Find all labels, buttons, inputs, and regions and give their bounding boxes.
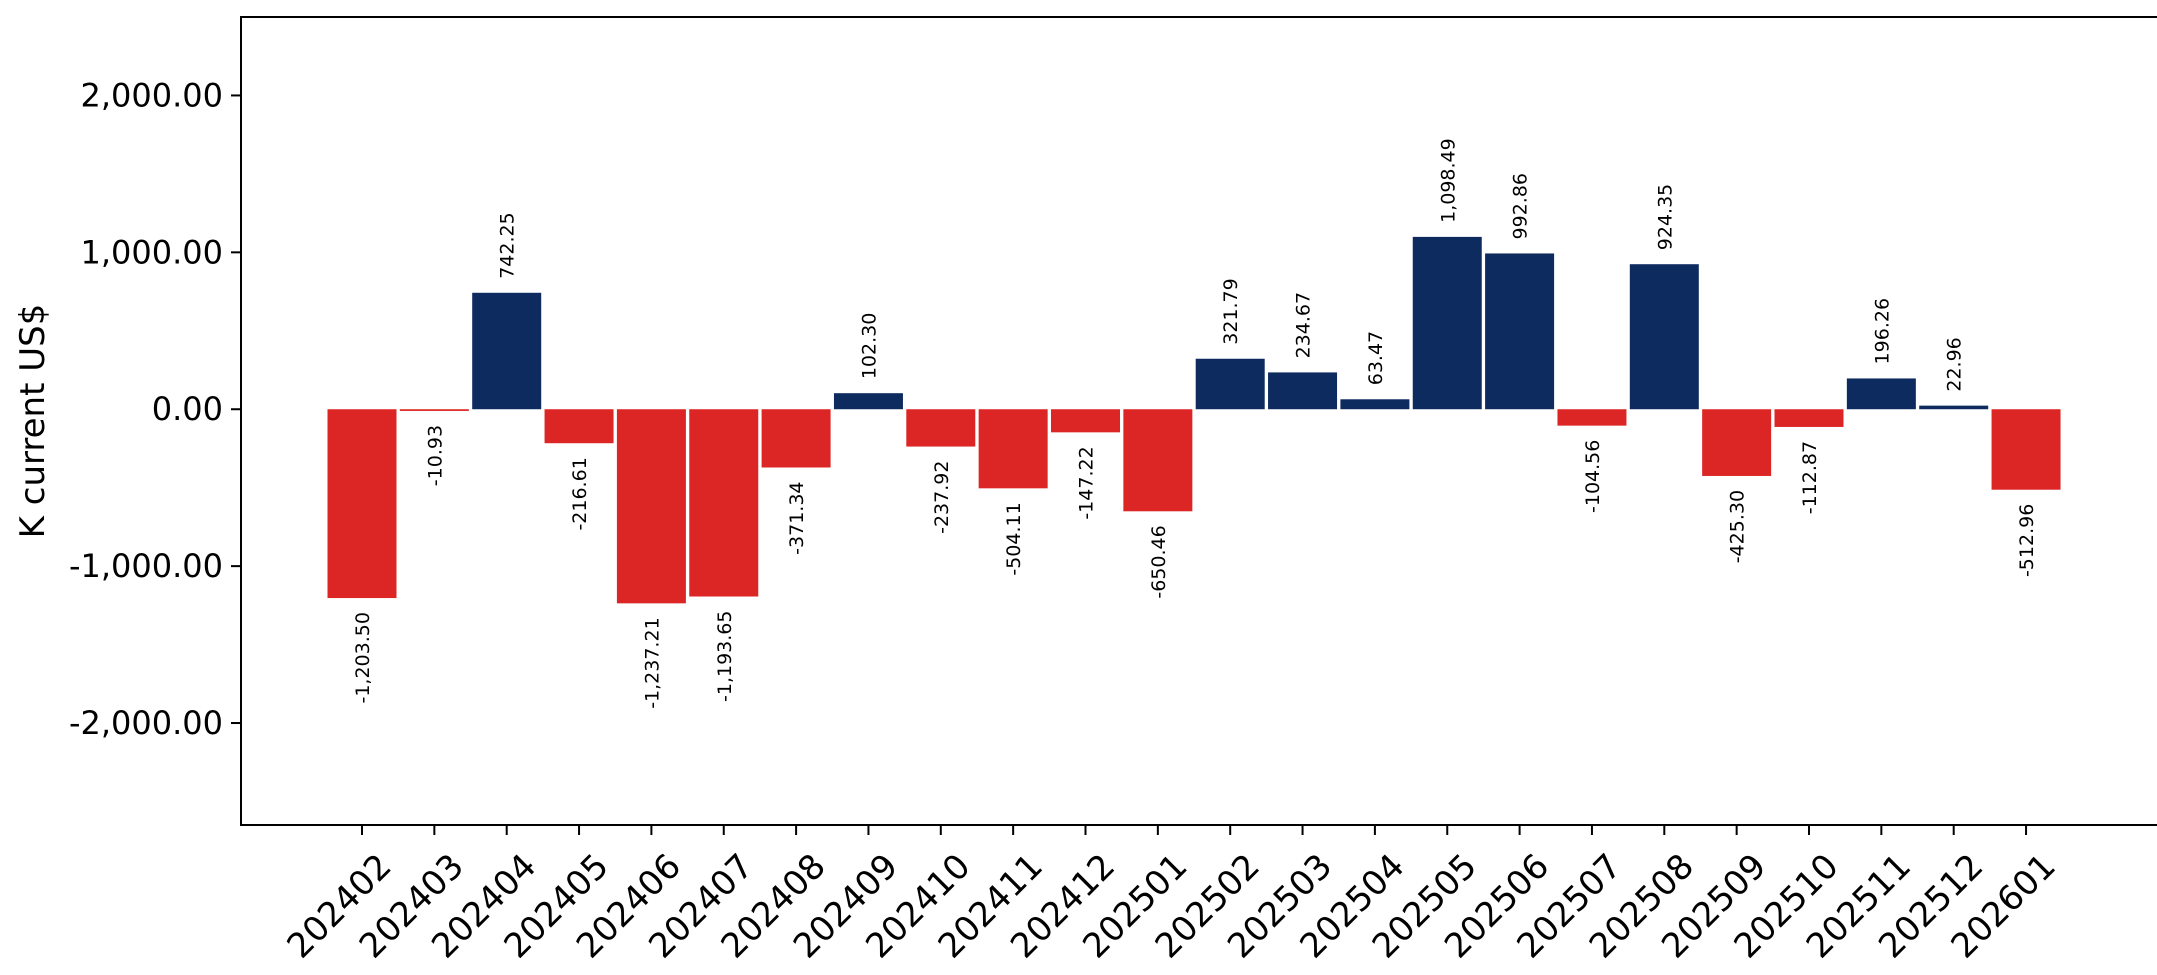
bar-value-label: 63.47 <box>1365 331 1387 385</box>
bar-value-label: -650.46 <box>1148 525 1170 598</box>
bar <box>1702 409 1772 476</box>
bar <box>1412 236 1482 410</box>
bar <box>1991 409 2061 490</box>
bar-value-label: -216.61 <box>569 457 591 530</box>
bar <box>1268 372 1338 410</box>
bar <box>1485 253 1555 410</box>
y-tick-label: -1,000.00 <box>69 547 223 585</box>
bar-value-label: 924.35 <box>1654 184 1676 250</box>
bar-value-label: -1,203.50 <box>352 612 374 703</box>
bar-value-label: 1,098.49 <box>1437 138 1459 223</box>
bar <box>1919 405 1989 410</box>
bar <box>1774 409 1844 427</box>
bar <box>1051 409 1120 433</box>
bar-value-label: -371.34 <box>786 481 808 554</box>
bar-value-label: -104.56 <box>1582 440 1604 513</box>
bar <box>689 409 759 597</box>
bar-value-label: 102.30 <box>858 313 880 379</box>
y-tick-label: 1,000.00 <box>81 233 224 271</box>
bar <box>472 292 542 410</box>
bar-value-label: 234.67 <box>1293 292 1315 358</box>
bar-value-label: -147.22 <box>1076 446 1098 519</box>
bar-value-label: 22.96 <box>1944 337 1966 391</box>
bar <box>544 409 614 444</box>
bar-value-label: 742.25 <box>497 212 519 278</box>
bars <box>327 236 2061 604</box>
y-axis: -2,000.00 -1,000.00 0.00 1,000.00 2,000.00 <box>69 76 241 742</box>
bar <box>1629 264 1699 410</box>
y-axis-title: K current US$ <box>13 304 53 539</box>
bar <box>761 409 831 468</box>
bar <box>1557 409 1627 426</box>
bar-value-label: -1,237.21 <box>641 617 663 708</box>
bar-value-label: -112.87 <box>1799 441 1821 514</box>
bar <box>327 409 397 599</box>
data-labels: -1,203.50 -10.93 742.25 -216.61 -1,237.21 -1,… <box>352 138 2038 709</box>
bar <box>978 409 1048 489</box>
bar <box>1195 358 1265 410</box>
bar-value-label: -237.92 <box>931 461 953 534</box>
bar-value-label: 992.86 <box>1510 173 1532 239</box>
x-axis: 2024022024032024042024052024062024072024… <box>280 825 2064 966</box>
bar-value-label: -1,193.65 <box>714 611 736 702</box>
bar-value-label: -10.93 <box>424 425 446 486</box>
y-tick-label: 0.00 <box>152 390 223 428</box>
bar <box>616 409 686 604</box>
bar <box>1123 409 1193 512</box>
bar <box>906 409 976 447</box>
bar-value-label: -425.30 <box>1727 490 1749 563</box>
bar <box>1340 399 1410 410</box>
bar <box>833 393 903 410</box>
bar-value-label: 321.79 <box>1220 278 1242 344</box>
plot-frame <box>240 16 2157 826</box>
bar-value-label: 196.26 <box>1871 298 1893 364</box>
bar <box>399 409 469 411</box>
bar-value-label: -504.11 <box>1003 502 1025 575</box>
bar-value-label: -512.96 <box>2016 504 2038 577</box>
y-tick-label: -2,000.00 <box>69 704 223 742</box>
bar <box>1846 378 1916 410</box>
y-tick-label: 2,000.00 <box>81 76 224 114</box>
